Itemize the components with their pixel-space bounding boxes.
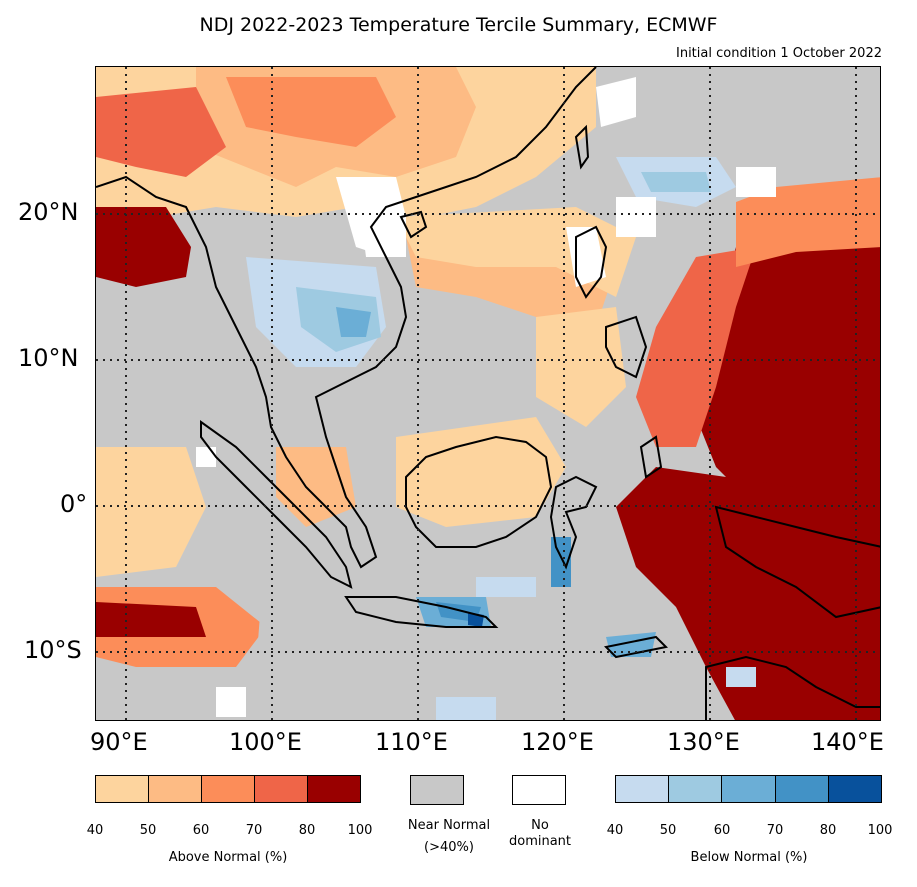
above-tick: 60 (192, 823, 210, 838)
region-above-70-pacific (636, 247, 756, 447)
region-above-40-borneo (396, 417, 566, 527)
region-above-40-indian (96, 447, 206, 577)
above-tick: 50 (139, 823, 157, 838)
coast-borneo (405, 435, 553, 548)
region-above-70-north (96, 87, 226, 177)
lon-label-140e: 140°E (811, 728, 884, 756)
coast-philippines-luzon (575, 225, 608, 299)
below-normal-label: Below Normal (%) (690, 850, 808, 865)
region-above-60-china (226, 77, 396, 147)
map-title: NDJ 2022-2023 Temperature Tercile Summar… (199, 14, 718, 36)
lat-label-10s: 10°S (24, 636, 82, 664)
region-no-dominant-hainan (361, 217, 406, 257)
below-swatch-70 (774, 776, 828, 802)
below-tick: 70 (766, 823, 784, 838)
coast-halmahera (639, 435, 663, 479)
lat-label-10n: 10°N (18, 344, 79, 372)
near-normal-swatch (410, 775, 464, 805)
lon-label-110e: 110°E (375, 728, 448, 756)
region-above-80-indian (96, 602, 206, 637)
below-swatch-50 (668, 776, 722, 802)
above-normal-colorbar (95, 775, 361, 803)
below-tick: 100 (867, 823, 893, 838)
coast-philippines-mindanao (605, 315, 648, 379)
near-normal-label-line2: (>40%) (424, 840, 474, 855)
above-swatch-60 (201, 776, 254, 802)
initial-condition-note: Initial condition 1 October 2022 (676, 46, 882, 61)
lon-label-120e: 120°E (521, 728, 594, 756)
region-no-dominant-pacific2 (616, 197, 656, 237)
above-swatch-40 (96, 776, 148, 802)
lat-label-0: 0° (60, 490, 88, 518)
below-normal-regions (246, 157, 756, 720)
coast-mainland-asia (96, 67, 597, 569)
coast-taiwan (574, 124, 590, 170)
region-below-60-flores (551, 537, 571, 587)
lon-label-90e: 90°E (90, 728, 148, 756)
gridlines (96, 67, 880, 720)
above-tick: 100 (347, 823, 373, 838)
coastlines (96, 67, 880, 720)
coast-australia (705, 655, 880, 720)
lat-label-20n: 20°N (18, 198, 79, 226)
coast-sulawesi (549, 475, 598, 570)
region-below-40-java-south (476, 577, 536, 597)
no-dominant-label-line1: No (531, 818, 549, 833)
region-above-80-myanmar (96, 207, 191, 287)
coast-timor (603, 635, 669, 659)
forecast-map (95, 66, 881, 721)
above-tick: 40 (86, 823, 104, 838)
region-below-60-cambodia (336, 307, 371, 337)
region-no-dominant-sw (216, 687, 246, 717)
below-tick: 60 (713, 823, 731, 838)
below-swatch-80 (827, 776, 882, 802)
forecast-map-svg (96, 67, 880, 720)
region-below-40-south (436, 697, 496, 720)
no-dominant-swatch (512, 775, 566, 805)
coast-hainan (399, 210, 428, 239)
coast-java (344, 596, 499, 628)
below-tick: 80 (819, 823, 837, 838)
region-above-40-sulawesi (536, 307, 626, 427)
region-no-dominant-taiwan (596, 77, 636, 127)
region-below-40-png (726, 667, 756, 687)
above-swatch-70 (254, 776, 307, 802)
near-normal-label-line1: Near Normal (407, 818, 491, 833)
above-tick: 80 (298, 823, 316, 838)
above-swatch-80 (307, 776, 360, 802)
below-swatch-40 (616, 776, 669, 802)
coast-new-guinea (714, 505, 880, 619)
above-tick: 70 (245, 823, 263, 838)
region-above-60-pacific (736, 177, 880, 267)
near-normal-label: Near Normal (>40%) (408, 815, 490, 859)
below-swatch-60 (721, 776, 775, 802)
no-dominant-label: No dominant (509, 818, 571, 850)
region-near-normal-java (256, 537, 576, 720)
no-dominant-label-line2: dominant (508, 834, 572, 849)
region-below-50-philippine-sea (641, 172, 711, 192)
above-swatch-50 (148, 776, 201, 802)
below-tick: 50 (659, 823, 677, 838)
region-near-normal-west (96, 297, 266, 437)
region-no-dominant-pacific (736, 167, 776, 197)
region-above-80-newguinea (616, 467, 880, 720)
region-no-dominant-gulf (196, 447, 216, 467)
below-tick: 40 (606, 823, 624, 838)
below-normal-colorbar (615, 775, 882, 803)
lon-label-100e: 100°E (229, 728, 302, 756)
region-above-80-pacific (696, 237, 880, 547)
lon-label-130e: 130°E (667, 728, 740, 756)
above-normal-label: Above Normal (%) (168, 850, 288, 865)
